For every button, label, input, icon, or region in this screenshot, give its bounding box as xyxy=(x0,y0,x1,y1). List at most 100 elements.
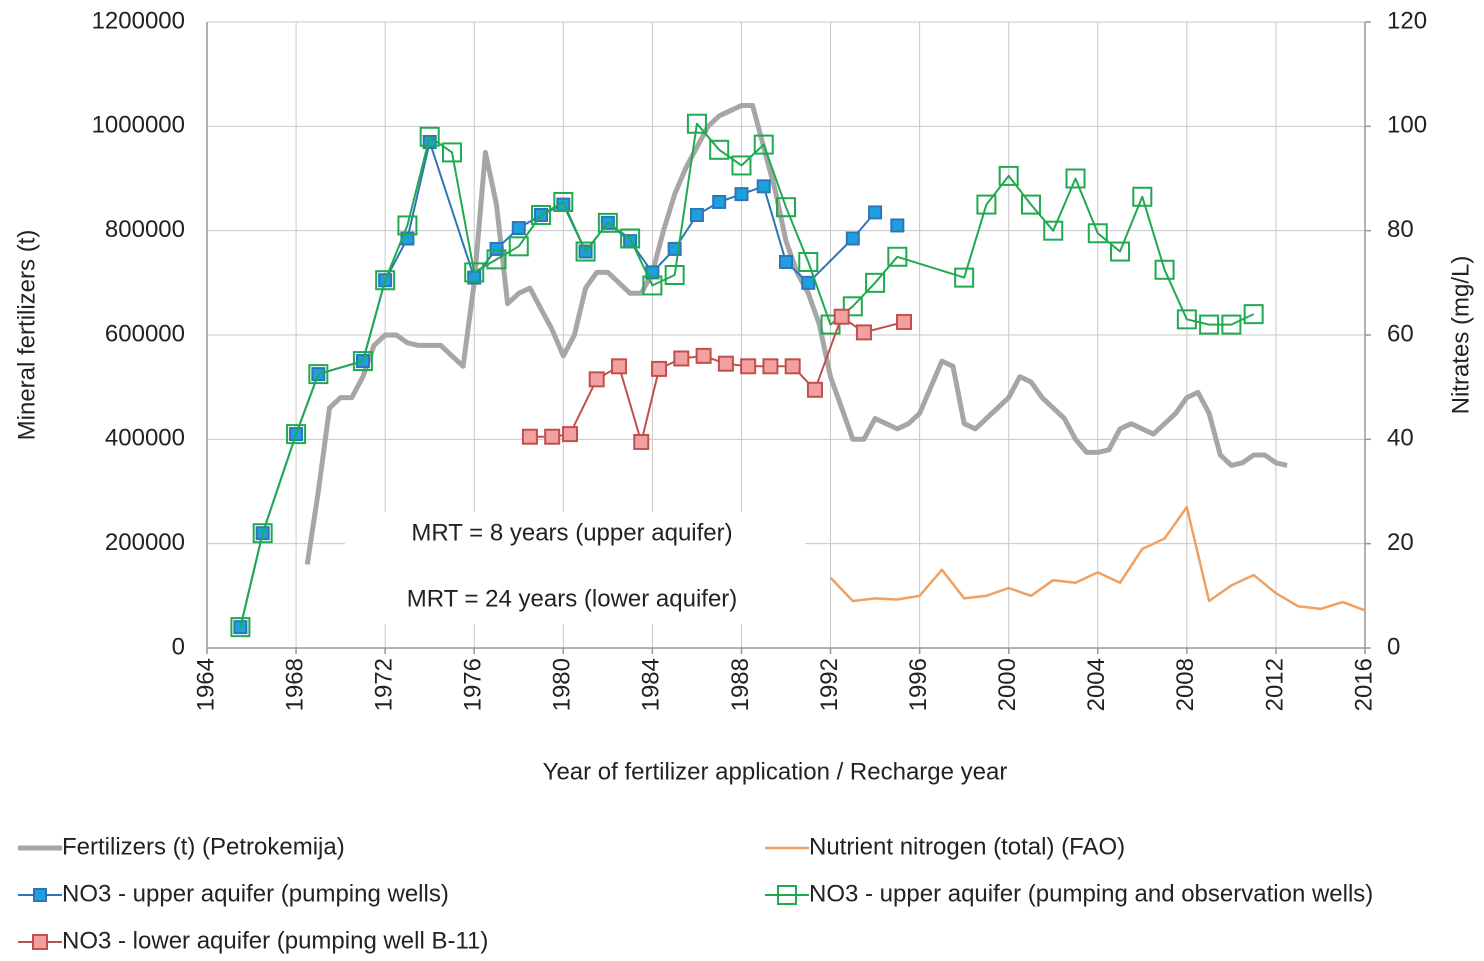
x-tick-label: 2016 xyxy=(1350,658,1377,711)
x-tick-label: 2004 xyxy=(1083,658,1110,711)
x-tick-label: 1988 xyxy=(727,658,754,711)
marker xyxy=(776,197,796,218)
marker xyxy=(1221,314,1242,335)
marker xyxy=(575,241,596,262)
y-tick-label: 1200000 xyxy=(92,7,185,34)
marker xyxy=(709,139,730,160)
y2-tick-label: 60 xyxy=(1387,320,1414,347)
marker xyxy=(642,275,663,296)
marker xyxy=(731,155,752,176)
marker xyxy=(712,194,727,209)
marker xyxy=(633,433,650,450)
y-tick-label: 800000 xyxy=(105,216,185,243)
y-tick-label: 200000 xyxy=(105,529,185,556)
marker xyxy=(610,358,627,375)
marker xyxy=(845,231,860,246)
marker xyxy=(1243,304,1264,325)
marker xyxy=(508,236,529,257)
marker xyxy=(784,358,801,375)
x-tick-label: 1976 xyxy=(460,658,487,711)
marker xyxy=(588,371,605,388)
marker xyxy=(686,113,707,134)
y-tick-label: 1000000 xyxy=(92,112,185,139)
marker xyxy=(233,620,248,635)
marker xyxy=(855,324,872,341)
x-tick-label: 1968 xyxy=(281,658,308,711)
marker xyxy=(695,347,712,364)
marker xyxy=(798,251,819,272)
x-tick-label: 2000 xyxy=(994,658,1021,711)
legend-label: Nutrient nitrogen (total) (FAO) xyxy=(809,833,1125,860)
x-tick-label: 2008 xyxy=(1172,658,1199,711)
marker xyxy=(664,265,685,286)
marker xyxy=(252,523,273,544)
series-line xyxy=(304,103,1288,565)
y2-axis-title: Nitrates (mg/L) xyxy=(1447,256,1474,415)
series xyxy=(230,113,1264,638)
marker xyxy=(597,212,618,233)
series xyxy=(829,505,1366,612)
series-line xyxy=(829,505,1366,612)
marker xyxy=(833,308,850,325)
legend-marker xyxy=(777,885,797,905)
x-tick-label: 1984 xyxy=(638,658,665,711)
marker xyxy=(673,350,690,367)
marker xyxy=(865,272,886,293)
marker xyxy=(1087,223,1108,244)
marker xyxy=(464,262,485,283)
y-tick-label: 0 xyxy=(172,633,185,660)
marker xyxy=(734,187,749,202)
marker xyxy=(717,355,734,372)
legend-label: NO3 - upper aquifer (pumping and observa… xyxy=(809,880,1373,907)
marker xyxy=(1154,259,1175,280)
y2-tick-label: 80 xyxy=(1387,216,1414,243)
x-tick-label: 2012 xyxy=(1261,658,1288,711)
marker xyxy=(553,191,574,212)
x-tick-label: 1980 xyxy=(549,658,576,711)
annotation-background xyxy=(345,512,805,624)
marker xyxy=(1020,194,1041,215)
y-tick-label: 400000 xyxy=(105,425,185,452)
marker xyxy=(561,426,578,443)
marker xyxy=(762,358,779,375)
marker xyxy=(1065,168,1086,189)
annotation: MRT = 24 years (lower aquifer) xyxy=(407,585,738,612)
series-line xyxy=(239,122,1255,628)
marker xyxy=(689,208,704,223)
marker xyxy=(890,218,905,233)
marker xyxy=(1132,186,1153,207)
y2-tick-label: 120 xyxy=(1387,7,1427,34)
marker xyxy=(651,360,668,377)
marker xyxy=(954,267,975,288)
marker xyxy=(976,194,997,215)
marker xyxy=(896,313,913,330)
y2-tick-label: 0 xyxy=(1387,633,1400,660)
marker xyxy=(489,241,504,256)
marker xyxy=(511,221,526,236)
marker xyxy=(868,205,883,220)
marker xyxy=(753,134,774,155)
marker xyxy=(486,249,507,270)
legend-marker xyxy=(33,888,47,902)
y-axis-title: Mineral fertilizers (t) xyxy=(13,230,40,441)
marker xyxy=(531,205,552,226)
marker xyxy=(801,275,816,290)
x-tick-label: 1964 xyxy=(192,658,219,711)
marker xyxy=(397,215,418,236)
y2-tick-label: 20 xyxy=(1387,529,1414,556)
legend-label: Fertilizers (t) (Petrokemija) xyxy=(62,833,345,860)
marker xyxy=(230,617,251,638)
marker xyxy=(779,254,793,269)
marker xyxy=(441,142,462,163)
marker xyxy=(286,424,307,445)
y-tick-label: 600000 xyxy=(105,320,185,347)
marker xyxy=(756,179,771,194)
marker xyxy=(1199,314,1220,335)
marker xyxy=(998,165,1019,186)
marker xyxy=(740,358,757,375)
marker xyxy=(1176,309,1197,330)
x-tick-label: 1992 xyxy=(816,658,843,711)
marker xyxy=(308,364,329,385)
annotation: MRT = 8 years (upper aquifer) xyxy=(411,519,732,546)
marker xyxy=(544,428,561,445)
